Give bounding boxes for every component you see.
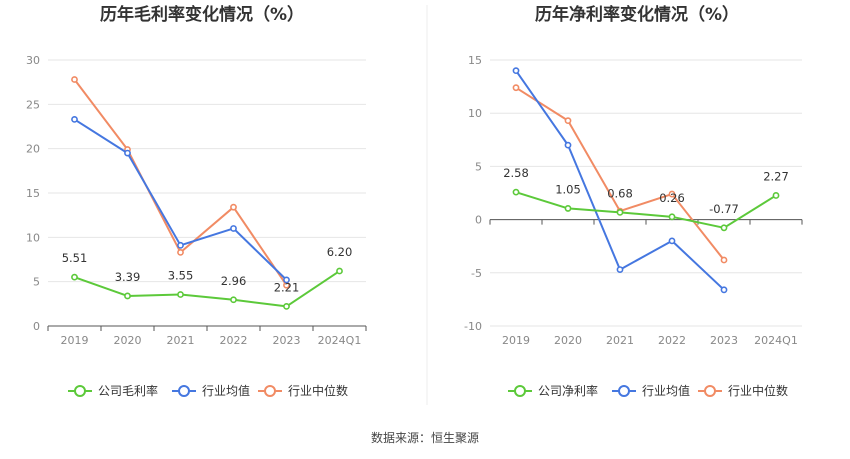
legend-label: 行业均值: [642, 383, 690, 398]
x-tick-label: 2021: [167, 334, 195, 347]
y-tick-label: 10: [468, 107, 482, 120]
data-label: 6.20: [327, 245, 353, 259]
data-label: 2.27: [763, 169, 789, 183]
x-tick-label: 2023: [273, 334, 301, 347]
y-tick-label: 10: [26, 231, 40, 244]
y-tick-label: 5: [33, 276, 40, 289]
data-point-median: [564, 117, 572, 125]
data-point-avg: [668, 237, 676, 245]
legend-marker: [704, 385, 716, 397]
data-point-median: [71, 76, 78, 83]
data-point-company: [230, 296, 237, 304]
legend-marker: [264, 385, 276, 397]
chart-title-gross-margin: 历年毛利率变化情况（%）: [100, 4, 304, 25]
data-point-avg: [230, 225, 237, 232]
data-point-median: [177, 249, 184, 256]
data-point-avg: [71, 116, 78, 123]
legend-net-margin: 公司净利率 行业均值 行业中位数: [508, 383, 788, 398]
legend-marker: [514, 385, 526, 397]
data-point-company: [71, 273, 78, 281]
data-point-median: [720, 256, 728, 264]
y-tick-label: 5: [475, 160, 482, 173]
data-point-company: [177, 291, 184, 298]
data-point-avg: [616, 266, 624, 274]
data-label: 5.51: [62, 251, 88, 265]
data-source: 数据来源：恒生聚源: [371, 430, 479, 445]
data-point-median: [668, 190, 676, 198]
data-point-company: [616, 208, 624, 216]
data-point-company: [720, 224, 728, 232]
legend-item-company[interactable]: 公司净利率: [508, 383, 598, 398]
data-label: 3.55: [168, 269, 194, 283]
data-label: 0.68: [607, 186, 633, 200]
data-label: -0.77: [709, 202, 739, 216]
data-point-avg: [512, 67, 520, 75]
data-point-company: [124, 292, 131, 300]
legend-item-avg[interactable]: 行业均值: [612, 383, 690, 398]
x-tick-label: 2019: [502, 334, 530, 347]
y-tick-label: 30: [26, 54, 40, 67]
legend-item-company[interactable]: 公司毛利率: [68, 383, 158, 398]
data-point-company: [512, 188, 520, 196]
data-point-company: [564, 205, 572, 212]
legend-label: 公司毛利率: [98, 383, 158, 398]
plot-net-margin: -10 -5 0 5 10 15 2019 2020 2021 2022 2023 2024Q1 2.5…: [464, 54, 803, 347]
series-line-avg: [515, 70, 725, 291]
y-tick-label: -5: [471, 267, 482, 280]
series-line-company: [74, 270, 341, 308]
data-label: 3.39: [115, 270, 141, 284]
data-point-median: [230, 203, 237, 211]
legend-label: 行业中位数: [288, 383, 348, 398]
x-tick-label: 2021: [606, 334, 634, 347]
y-tick-label: 0: [33, 320, 40, 333]
legend-marker: [178, 385, 190, 397]
data-point-company: [283, 303, 290, 310]
plot-gross-margin: 0 5 10 15 20 25 30 2019 2020 2021 2022 2023 2024Q1 5.…: [26, 54, 367, 347]
y-tick-label: 25: [26, 98, 40, 111]
x-tick-label: 2023: [710, 334, 738, 347]
legend-item-median[interactable]: 行业中位数: [698, 383, 788, 398]
legend-label: 行业中位数: [728, 383, 788, 398]
data-point-company: [668, 213, 676, 221]
x-tick-label: 2020: [114, 334, 142, 347]
series-line-company: [515, 191, 777, 229]
y-tick-label: 0: [475, 214, 482, 227]
x-tick-label: 2022: [658, 334, 686, 347]
legend-label: 行业均值: [202, 383, 250, 398]
chart-title-net-margin: 历年净利率变化情况（%）: [535, 4, 739, 25]
data-label: 2.58: [503, 166, 529, 180]
data-point-avg: [564, 141, 572, 149]
legend-marker: [74, 385, 86, 397]
legend-gross-margin: 公司毛利率 行业均值 行业中位数: [68, 383, 348, 398]
data-label: 1.05: [555, 182, 581, 196]
y-tick-label: 20: [26, 143, 40, 156]
data-point-avg: [124, 149, 131, 157]
data-point-avg: [283, 276, 290, 284]
series-line-avg: [73, 118, 288, 281]
data-label: 2.21: [274, 280, 300, 294]
data-point-avg: [720, 286, 728, 294]
legend-marker: [618, 385, 630, 397]
data-point-company: [772, 192, 780, 199]
legend-label: 公司净利率: [538, 383, 598, 398]
data-label: 0.26: [659, 191, 685, 205]
legend-item-median[interactable]: 行业中位数: [258, 383, 348, 398]
y-tick-label: 15: [468, 54, 482, 67]
x-tick-label: 2020: [554, 334, 582, 347]
legend-item-avg[interactable]: 行业均值: [172, 383, 250, 398]
data-label: 2.96: [221, 274, 247, 288]
x-tick-label: 2019: [61, 334, 89, 347]
x-tick-label: 2024Q1: [318, 334, 362, 347]
y-tick-label: 15: [26, 187, 40, 200]
y-tick-label: -10: [464, 320, 482, 333]
data-point-avg: [177, 241, 184, 249]
data-point-company: [336, 267, 343, 275]
x-tick-label: 2022: [220, 334, 248, 347]
x-tick-label: 2024Q1: [754, 334, 798, 347]
data-point-median: [512, 84, 520, 92]
